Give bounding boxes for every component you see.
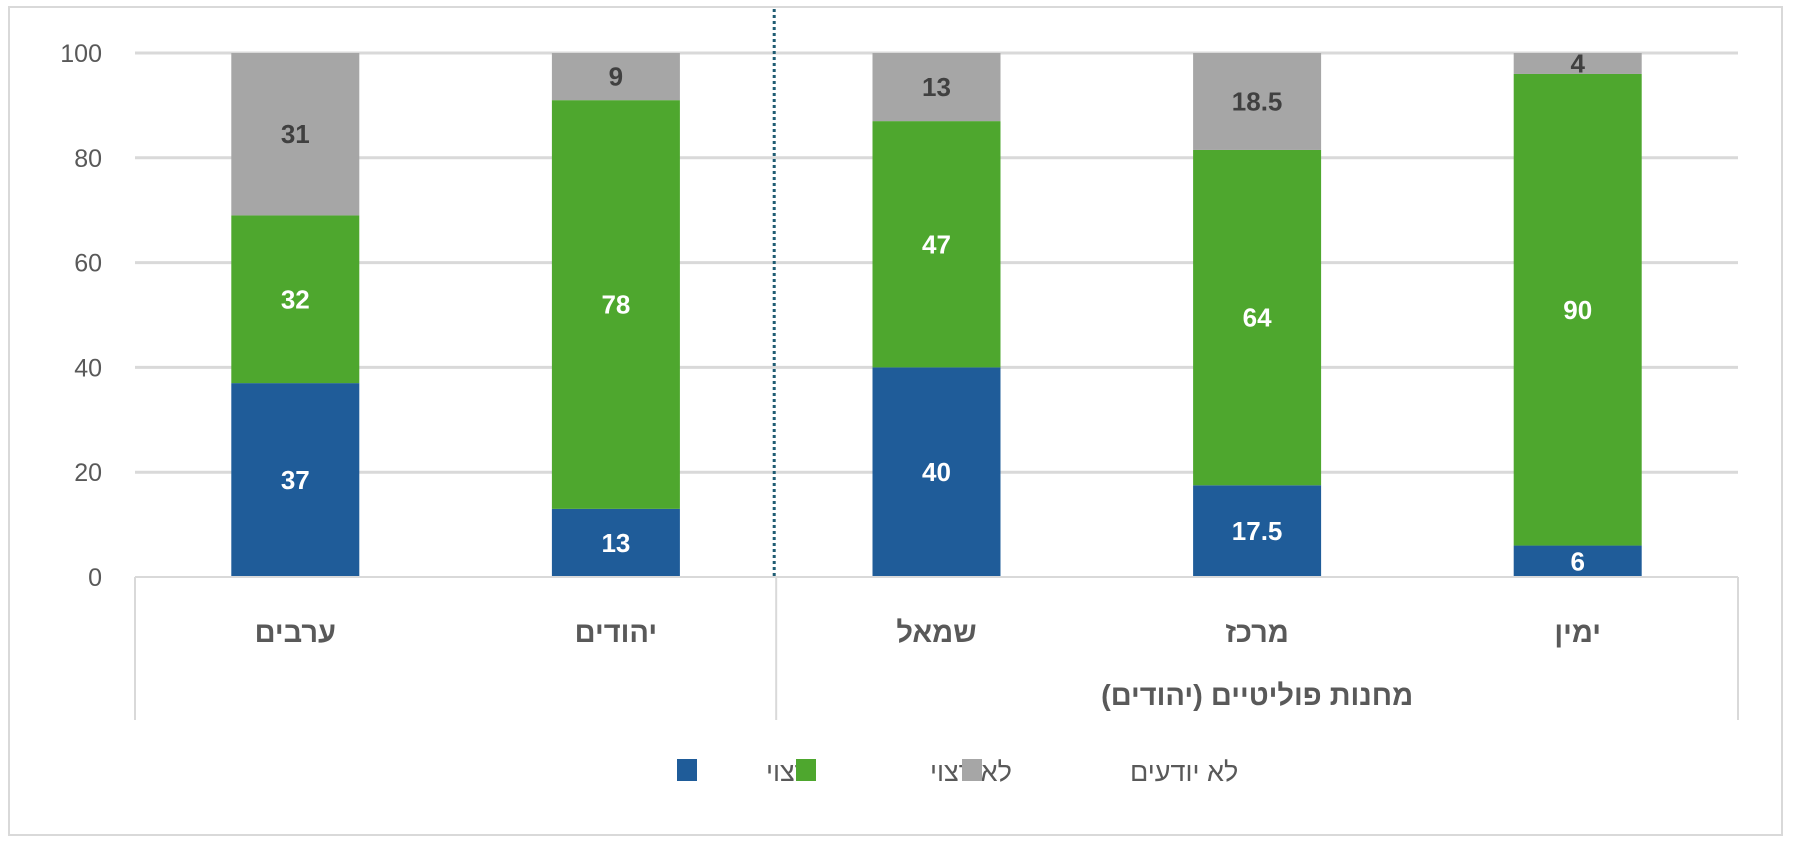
bar-segment bbox=[231, 53, 360, 216]
data-label: 90 bbox=[1563, 295, 1592, 325]
bar-segment bbox=[551, 508, 680, 577]
data-label: 6 bbox=[1570, 546, 1584, 576]
bar-segment bbox=[872, 53, 1001, 122]
data-label: 17.5 bbox=[1232, 516, 1283, 546]
x-category-label: יהודים bbox=[575, 617, 657, 649]
x-category-label: ימין bbox=[1554, 617, 1601, 649]
data-label: 37 bbox=[281, 465, 310, 495]
y-tick-label: 100 bbox=[60, 40, 102, 68]
y-tick-label: 40 bbox=[74, 354, 102, 382]
y-tick-label: 20 bbox=[74, 459, 102, 487]
bar-segment bbox=[1193, 149, 1322, 486]
data-label: 31 bbox=[281, 119, 310, 149]
legend-swatch bbox=[677, 759, 697, 781]
legend-swatch bbox=[796, 759, 816, 781]
data-label: 13 bbox=[601, 528, 630, 558]
bar-segment bbox=[1513, 73, 1642, 546]
data-label: 13 bbox=[922, 72, 951, 102]
bar-segment bbox=[872, 367, 1001, 577]
x-category-label: שמאל bbox=[896, 617, 976, 649]
legend-swatch bbox=[962, 759, 982, 781]
data-label: 9 bbox=[609, 62, 623, 92]
bar-segment bbox=[1513, 545, 1642, 577]
x-category-label: מרכז bbox=[1225, 617, 1289, 649]
data-label: 40 bbox=[922, 457, 951, 487]
data-label: 64 bbox=[1243, 303, 1272, 333]
legend-label: לא יודעים bbox=[1130, 757, 1238, 787]
y-tick-label: 60 bbox=[74, 250, 102, 278]
bar-segment bbox=[551, 100, 680, 509]
bar-segment bbox=[551, 53, 680, 101]
data-label: 4 bbox=[1570, 48, 1585, 78]
bar-segment bbox=[872, 121, 1001, 368]
data-label: 47 bbox=[922, 229, 951, 259]
data-label: 18.5 bbox=[1232, 86, 1283, 116]
bar-segment bbox=[1193, 485, 1322, 577]
x-group-label: מחנות פוליטיים (יהודים) bbox=[1101, 680, 1413, 712]
bar-segment bbox=[231, 215, 360, 384]
bar-segment bbox=[1193, 53, 1322, 150]
bar-segment bbox=[1513, 53, 1642, 74]
y-tick-label: 80 bbox=[74, 145, 102, 173]
data-label: 78 bbox=[601, 290, 630, 320]
x-category-label: ערבים bbox=[255, 617, 336, 649]
bar-segment bbox=[231, 383, 360, 577]
y-tick-label: 0 bbox=[88, 564, 102, 592]
data-label: 32 bbox=[281, 284, 310, 314]
